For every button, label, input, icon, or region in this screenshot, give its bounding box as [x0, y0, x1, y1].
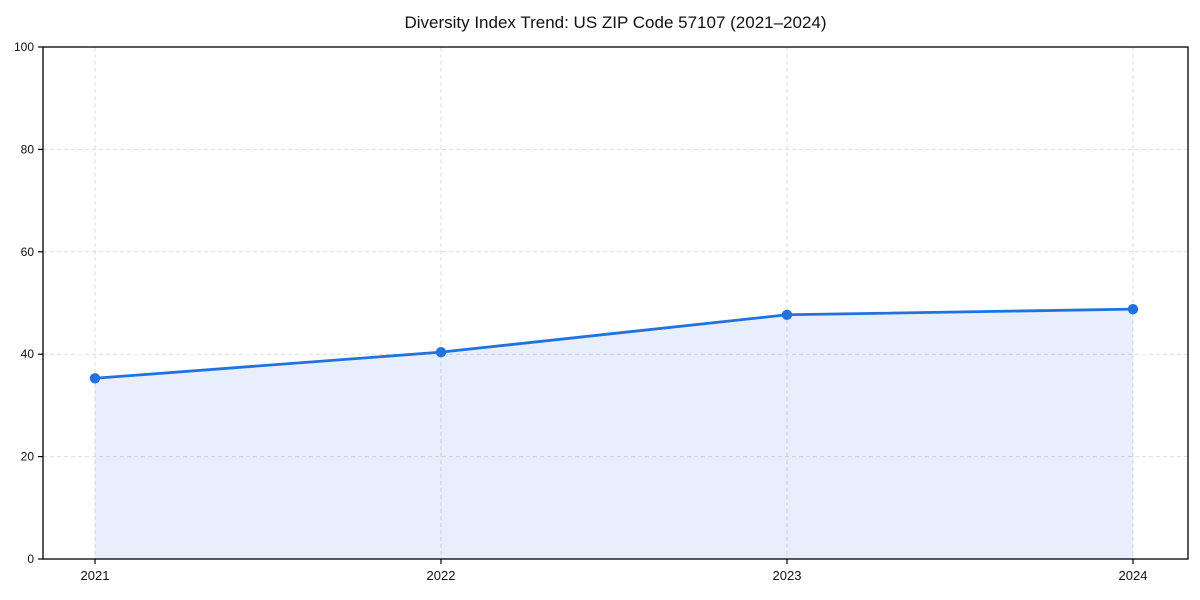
plot-border [42, 46, 1189, 560]
data-point [1127, 303, 1139, 315]
x-tick-label: 2023 [773, 568, 802, 583]
x-tick-label: 2022 [427, 568, 456, 583]
y-tick-label: 60 [21, 245, 35, 259]
area-fill [95, 309, 1133, 559]
y-tick-label: 0 [27, 552, 34, 566]
y-tick-label: 80 [21, 142, 35, 156]
trend-line [93, 307, 1135, 380]
data-point [435, 346, 447, 358]
y-tick-label: 40 [21, 347, 35, 361]
x-tick-label: 2024 [1119, 568, 1148, 583]
y-tick-label: 100 [14, 40, 34, 54]
data-point [781, 309, 793, 320]
y-tick-label: 20 [21, 450, 35, 464]
data-point [89, 373, 101, 384]
x-tick-label: 2021 [81, 568, 110, 583]
chart-title: Diversity Index Trend: US ZIP Code 57107… [404, 13, 827, 32]
